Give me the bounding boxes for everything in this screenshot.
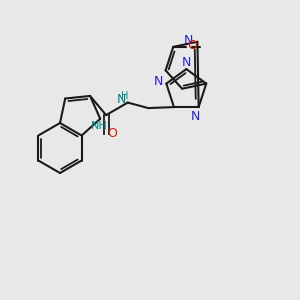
Text: N: N (191, 110, 200, 123)
Text: N: N (182, 56, 191, 69)
Text: NH: NH (91, 121, 108, 131)
Text: O: O (187, 39, 197, 52)
Text: N: N (154, 75, 163, 88)
Text: N: N (117, 93, 127, 106)
Text: O: O (107, 127, 117, 140)
Text: H: H (121, 91, 128, 100)
Text: N: N (184, 34, 193, 47)
